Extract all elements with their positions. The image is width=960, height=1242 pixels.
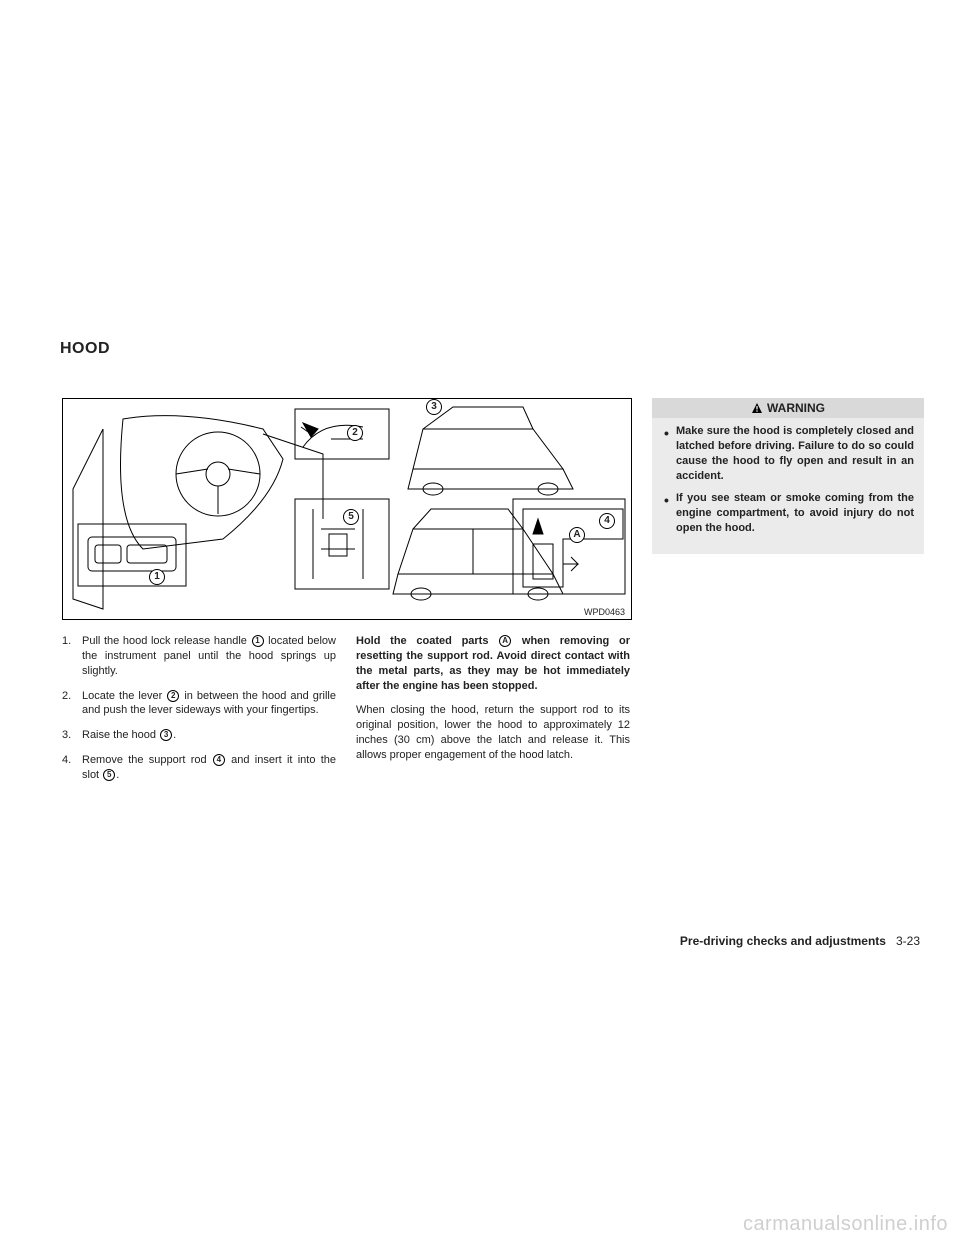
warning-item-1: Make sure the hood is completely closed … <box>662 424 914 483</box>
step-2-num: 2. <box>62 689 71 704</box>
callout-3: 3 <box>426 399 442 415</box>
section-title: HOOD <box>60 340 110 358</box>
warning-icon <box>751 402 763 414</box>
step-1-text-a: Pull the hood lock release handle <box>82 635 251 647</box>
step-3-num: 3. <box>62 728 71 743</box>
warning-box: WARNING Make sure the hood is completely… <box>652 398 924 554</box>
step-3-text-a: Raise the hood <box>82 729 159 741</box>
closing-hood-para: When closing the hood, return the suppor… <box>356 703 630 762</box>
steps-column: 1. Pull the hood lock release handle 1 l… <box>62 634 336 793</box>
callout-1: 1 <box>149 569 165 585</box>
step-4-text-a: Remove the support rod <box>82 754 212 766</box>
step-3: 3. Raise the hood 3. <box>62 728 336 743</box>
bold-circle-A: A <box>499 635 511 647</box>
step-4-text-c: . <box>116 769 119 781</box>
warning-label: WARNING <box>767 401 825 415</box>
footer-chapter: Pre-driving checks and adjustments <box>680 934 886 948</box>
watermark: carmanualsonline.info <box>743 1213 948 1236</box>
callout-5: 5 <box>343 509 359 525</box>
step-2-circle: 2 <box>167 690 179 702</box>
hold-coated-note: Hold the coated parts A when removing or… <box>356 634 630 693</box>
hood-figure: 1 2 3 5 4 A WPD0463 <box>62 398 632 620</box>
figure-code: WPD0463 <box>584 607 625 617</box>
warning-item-2: If you see steam or smoke coming from th… <box>662 491 914 536</box>
step-2-text-a: Locate the lever <box>82 690 166 702</box>
bold-a: Hold the coated parts <box>356 635 498 647</box>
step-1-num: 1. <box>62 634 71 649</box>
step-3-circle: 3 <box>160 729 172 741</box>
callout-2: 2 <box>347 425 363 441</box>
warning-body: Make sure the hood is completely closed … <box>652 418 924 554</box>
mid-column: Hold the coated parts A when removing or… <box>356 634 630 763</box>
step-4: 4. Remove the support rod 4 and insert i… <box>62 753 336 783</box>
step-1-circle: 1 <box>252 635 264 647</box>
step-2: 2. Locate the lever 2 in between the hoo… <box>62 689 336 719</box>
callout-A: A <box>569 527 585 543</box>
callout-4: 4 <box>599 513 615 529</box>
footer-page: 3-23 <box>896 934 920 948</box>
page: HOOD <box>0 0 960 1242</box>
step-3-text-b: . <box>173 729 176 741</box>
page-footer: Pre-driving checks and adjustments 3-23 <box>680 934 920 948</box>
step-4-num: 4. <box>62 753 71 768</box>
step-1: 1. Pull the hood lock release handle 1 l… <box>62 634 336 679</box>
step-4-circle-1: 4 <box>213 754 225 766</box>
warning-heading: WARNING <box>652 398 924 418</box>
step-4-circle-2: 5 <box>103 769 115 781</box>
